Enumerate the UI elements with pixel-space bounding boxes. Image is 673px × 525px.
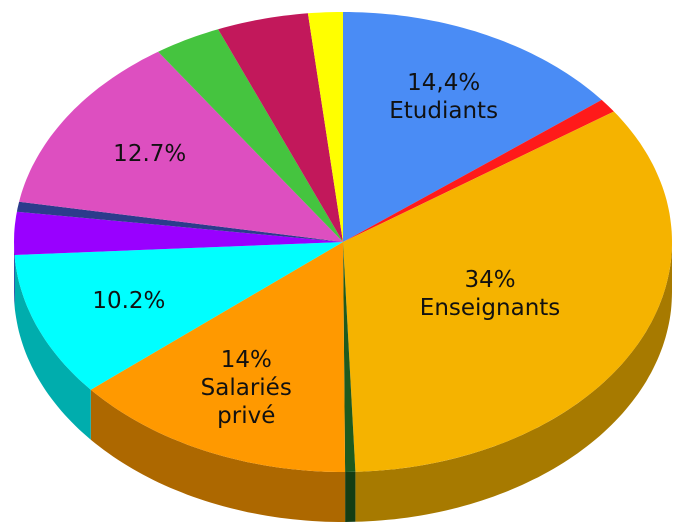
slice [343,12,602,242]
slice-side [345,471,356,522]
slice [307,12,343,242]
slice [14,211,343,255]
slice-side [14,255,91,440]
slice-side [90,389,346,522]
category-label: Enseignants [419,294,561,321]
value-label: 34% [464,266,516,293]
slice [16,201,344,242]
slice-label: 12.7% [113,140,186,168]
slice-label: 14,4% Etudiants [389,69,498,125]
slice-side [355,242,672,522]
category-label: Etudiants [389,98,499,125]
value-label: 14% [220,347,272,374]
value-label: 12.7% [113,141,187,168]
slice [343,242,356,472]
slice-side [14,242,15,305]
slice [343,111,672,472]
slice [158,29,343,243]
slice [14,242,343,390]
slice [19,51,343,242]
slice-label: 34% Enseignants [420,266,560,322]
slice [343,99,614,243]
slice [218,13,343,242]
slice-label: 10.2% [92,287,165,315]
slice-label: 14% Salariés privé [186,346,306,430]
value-label: 14,4% [407,70,481,97]
category-label: Salariés privé [200,375,292,430]
value-label: 10.2% [92,288,166,315]
slice [90,242,346,472]
